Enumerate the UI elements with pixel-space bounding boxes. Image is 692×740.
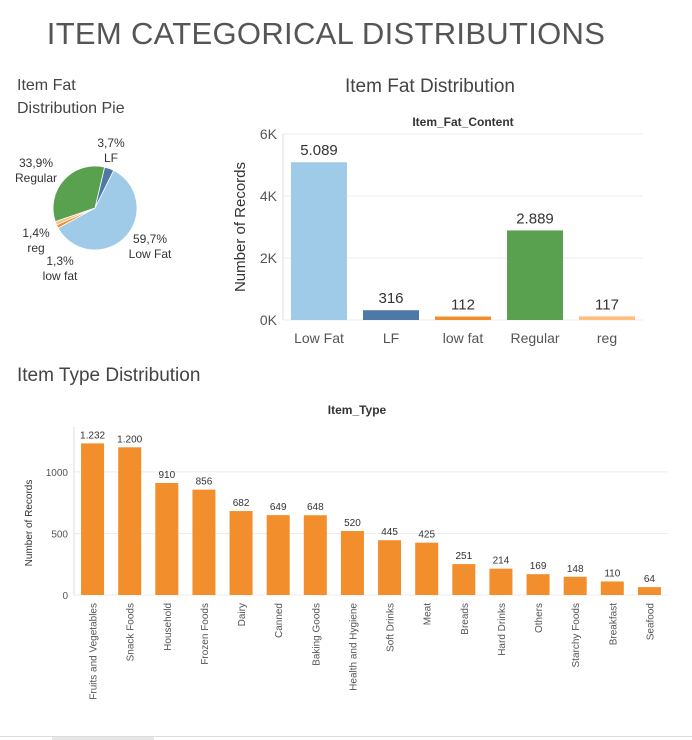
bar — [489, 568, 513, 595]
bar — [526, 574, 550, 595]
y-tick-label: 500 — [51, 529, 68, 540]
bar — [435, 316, 491, 320]
bar — [600, 581, 624, 595]
x-tick-label: reg — [597, 330, 617, 346]
bar — [378, 540, 402, 595]
sheet-tab[interactable] — [52, 737, 154, 740]
x-tick-label: LF — [383, 330, 399, 346]
x-tick-label: Seafood — [645, 603, 656, 640]
x-tick-label: Snack Foods — [126, 603, 137, 661]
x-tick-label: Starchy Foods — [571, 603, 582, 667]
pie-percent-label: 3,7% — [97, 136, 125, 150]
bar-value-label: 649 — [270, 502, 287, 513]
bar — [579, 316, 635, 320]
x-tick-label: Hard Drinks — [497, 603, 508, 656]
y-tick-label: 4K — [260, 188, 278, 204]
bar — [507, 230, 563, 320]
bar — [192, 489, 216, 595]
pie-chart-title: Item Fat Distribution Pie — [17, 77, 125, 117]
pie-percent-label: 33,9% — [19, 156, 53, 170]
x-tick-label: Others — [534, 603, 545, 633]
bar — [291, 162, 347, 320]
pie-percent-label: 1,4% — [22, 226, 50, 240]
pie-category-label: LF — [104, 151, 118, 165]
pie-slice — [57, 169, 138, 251]
y-axis-label: Number of Records — [24, 480, 35, 567]
fat-chart-title: Item Fat Distribution — [345, 76, 515, 97]
bar-value-label: 682 — [233, 498, 250, 509]
y-tick-label: 1000 — [46, 468, 69, 479]
type-chart-title: Item Type Distribution — [17, 365, 201, 386]
x-tick-label: Dairy — [237, 603, 248, 626]
x-tick-label: Household — [163, 603, 174, 651]
bar-value-label: 1.232 — [80, 430, 105, 441]
pie-category-label: reg — [27, 241, 44, 255]
bar-value-label: 425 — [418, 530, 435, 541]
page-title: ITEM CATEGORICAL DISTRIBUTIONS — [46, 16, 606, 51]
bar — [266, 515, 290, 595]
fat-bar-chart: Item_Fat_Content 0K 2K 4K 6K Number of Record… — [232, 115, 643, 346]
bar-value-label: 64 — [644, 574, 656, 585]
pie-percent-label: 59,7% — [133, 232, 167, 246]
x-tick-label: Fruits and Vegetables — [89, 603, 100, 700]
pie-category-label: Regular — [15, 171, 57, 185]
bar-value-label: 316 — [378, 290, 403, 307]
bar — [415, 542, 439, 595]
bar — [363, 310, 419, 320]
bar — [118, 447, 142, 595]
bar-value-label: 117 — [595, 296, 619, 313]
bar-value-label: 169 — [530, 561, 547, 572]
bar — [563, 576, 587, 595]
x-tick-label: Breakfast — [608, 603, 619, 645]
x-tick-label: Health and Hygiene — [348, 603, 359, 691]
pie-slice — [52, 165, 106, 223]
y-tick-label: 0 — [62, 591, 68, 602]
item-type-bar-chart: Item_Type 0 500 1000 Number of Records 1.232 F… — [24, 403, 668, 700]
bar — [452, 564, 476, 595]
bar-value-label: 648 — [307, 502, 324, 513]
fat-pie-chart: 3,7%LF 59,7%Low Fat 1,3%low fat 1,4%reg 33,9… — [15, 136, 172, 283]
type-chart-header: Item_Type — [328, 403, 387, 417]
y-tick-label: 0K — [260, 312, 278, 328]
bar-value-label: 2.889 — [516, 210, 554, 227]
pie-percent-label: 1,3% — [46, 254, 74, 268]
x-tick-label: Baking Goods — [311, 603, 322, 666]
y-axis-label: Number of Records — [232, 162, 249, 292]
y-tick-label: 2K — [260, 250, 278, 266]
bar-value-label: 148 — [567, 564, 584, 575]
x-tick-label: Canned — [274, 603, 285, 638]
bar-value-label: 856 — [196, 477, 213, 488]
bar-value-label: 110 — [604, 568, 620, 579]
x-tick-label: Meat — [423, 603, 434, 625]
footer-divider — [0, 736, 692, 737]
x-tick-label: Regular — [510, 330, 559, 346]
bar — [229, 511, 253, 595]
fat-chart-header: Item_Fat_Content — [412, 115, 513, 129]
bar-value-label: 214 — [493, 556, 510, 567]
bar — [340, 531, 364, 595]
bar — [637, 587, 661, 595]
x-tick-label: low fat — [443, 330, 484, 346]
bar — [303, 515, 327, 595]
bar — [155, 483, 179, 595]
bar-value-label: 520 — [344, 518, 361, 529]
bar-value-label: 5.089 — [300, 142, 338, 159]
bar-value-label: 112 — [451, 297, 475, 314]
x-tick-label: Low Fat — [294, 330, 344, 346]
x-tick-label: Frozen Foods — [200, 603, 211, 665]
bar-value-label: 1.200 — [117, 434, 142, 445]
bar — [81, 443, 105, 595]
x-tick-label: Soft Drinks — [386, 603, 397, 652]
bar-value-label: 251 — [455, 551, 472, 562]
y-tick-label: 6K — [260, 126, 278, 142]
bar-value-label: 910 — [158, 470, 175, 481]
x-tick-label: Breads — [460, 603, 471, 635]
pie-category-label: Low Fat — [129, 247, 172, 261]
pie-category-label: low fat — [43, 269, 78, 283]
bar-value-label: 445 — [381, 527, 398, 538]
